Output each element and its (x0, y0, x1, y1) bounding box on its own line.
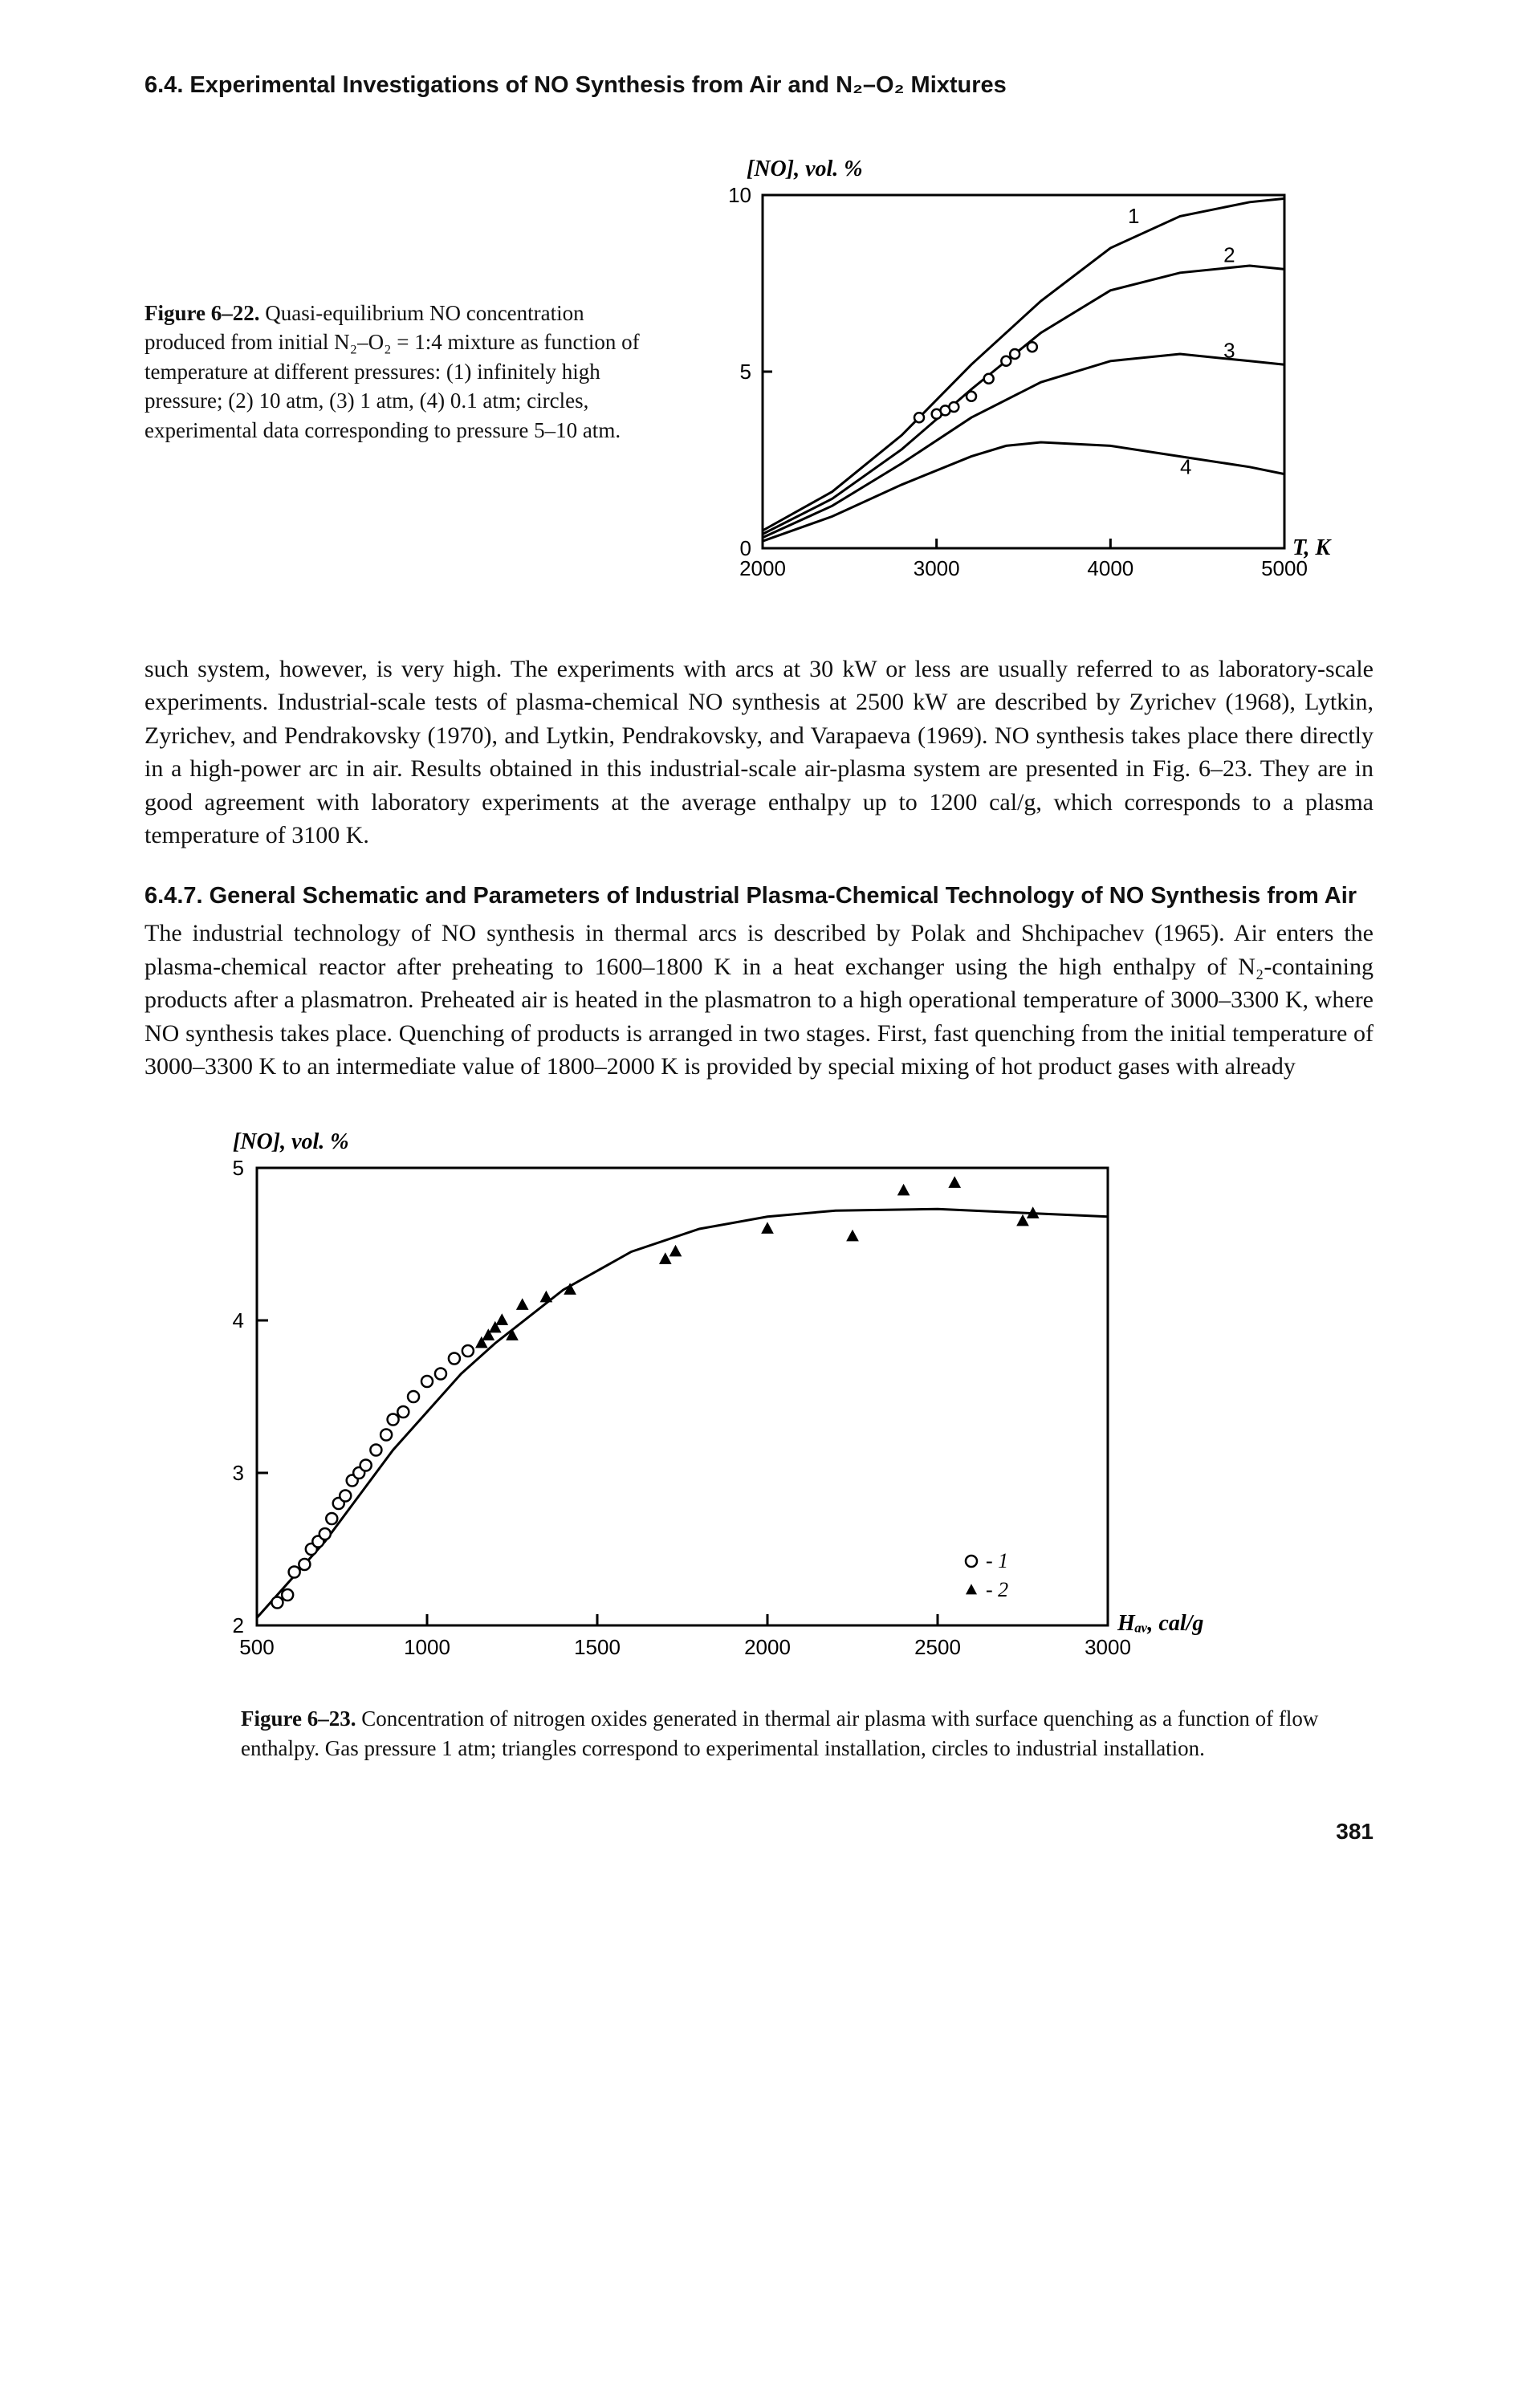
svg-text:5: 5 (740, 360, 751, 384)
svg-text:10: 10 (728, 183, 751, 207)
svg-text:1000: 1000 (404, 1635, 450, 1659)
svg-text:4: 4 (1180, 455, 1191, 479)
subsection-6-4-7-body: The industrial technology of NO synthesi… (144, 917, 1374, 1083)
svg-text:2: 2 (1223, 243, 1235, 267)
svg-text:1500: 1500 (574, 1635, 621, 1659)
figure-6-22-block: Figure 6–22. Quasi-equilibrium NO concen… (144, 139, 1374, 604)
figure-6-22-chart: 20003000400050000510[NO], vol. %T, K1234 (690, 139, 1374, 604)
figure-6-23-caption: Figure 6–23. Concentration of nitrogen o… (241, 1704, 1349, 1763)
svg-text:4000: 4000 (1087, 556, 1133, 580)
fig22-caption-bold: Figure 6–22. (144, 301, 260, 325)
svg-text:3000: 3000 (914, 556, 960, 580)
fig23-caption-bold: Figure 6–23. (241, 1706, 356, 1731)
svg-text:5: 5 (233, 1156, 244, 1180)
svg-text:2000: 2000 (744, 1635, 791, 1659)
figure-6-23-block: 500 1000 1500 2000 2500 3000 2 3 4 5[NO], vol. % H… (144, 1112, 1374, 1763)
paragraph-body-1: such system, however, is very high. The … (144, 653, 1374, 852)
fig23-caption-rest: Concentration of nitrogen oxides generat… (241, 1706, 1318, 1759)
svg-text:Hₐᵥ, cal/g: Hₐᵥ, cal/g (1117, 1611, 1203, 1636)
svg-text:[NO], vol. %: [NO], vol. % (747, 157, 863, 181)
svg-text:1: 1 (1128, 204, 1139, 228)
svg-text:4: 4 (233, 1308, 244, 1332)
svg-text:3: 3 (1223, 338, 1235, 362)
figure-6-22-caption: Figure 6–22. Quasi-equilibrium NO concen… (144, 299, 658, 445)
svg-text:0: 0 (740, 536, 751, 560)
subsection-6-4-7-title: 6.4.7. General Schematic and Parameters … (144, 881, 1374, 912)
svg-text:3000: 3000 (1085, 1635, 1131, 1659)
svg-text:[NO], vol. %: [NO], vol. % (233, 1129, 349, 1154)
svg-text:- 1: - 1 (986, 1549, 1008, 1572)
svg-text:500: 500 (239, 1635, 274, 1659)
svg-text:T, K: T, K (1292, 535, 1333, 560)
svg-text:2500: 2500 (914, 1635, 961, 1659)
svg-text:3: 3 (233, 1461, 244, 1485)
section-header: 6.4. Experimental Investigations of NO S… (144, 72, 1374, 99)
svg-text:2: 2 (233, 1613, 244, 1637)
page-number: 381 (144, 1819, 1374, 1845)
svg-text:- 2: - 2 (986, 1578, 1008, 1601)
